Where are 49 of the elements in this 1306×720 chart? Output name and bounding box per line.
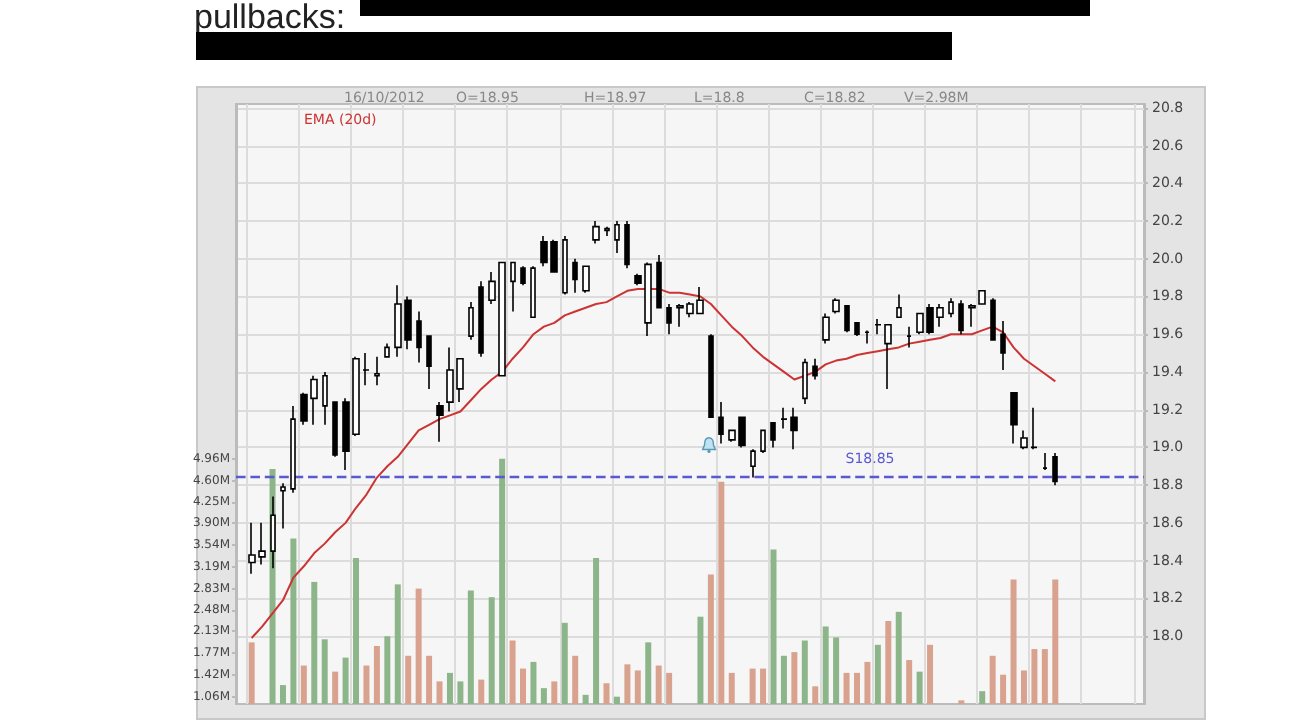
candlestick (990, 297, 996, 341)
candlestick (416, 310, 422, 364)
candlestick (656, 254, 662, 309)
candlestick (906, 325, 912, 349)
candlestick (332, 401, 338, 458)
candlestick (436, 401, 444, 443)
candlestick (708, 333, 714, 419)
candlestick (978, 289, 986, 305)
candlestick (718, 401, 724, 445)
candlestick (614, 220, 620, 254)
candlestick (864, 329, 870, 345)
candlestick (582, 265, 590, 294)
candlestick (624, 220, 630, 269)
candlestick (958, 299, 964, 335)
candlestick (1010, 391, 1018, 445)
candlestick (426, 335, 432, 390)
candlestick (520, 265, 526, 286)
candlestick (384, 342, 390, 358)
candlestick (854, 322, 860, 337)
candlestick (770, 422, 776, 449)
candlestick (374, 356, 380, 386)
candlestick (604, 225, 610, 237)
candlestick (280, 482, 286, 530)
candlestick (1000, 320, 1006, 371)
candlestick (270, 495, 276, 569)
candlestick (478, 280, 484, 358)
candlestick (844, 305, 850, 334)
candlestick (510, 261, 516, 313)
candlestick (1052, 452, 1058, 486)
candlestick (530, 265, 536, 319)
candlestick (896, 293, 902, 319)
candlestick (812, 357, 818, 381)
candlestick (468, 301, 474, 341)
candlestick (760, 429, 766, 454)
text: pullbacks: (194, 0, 346, 36)
candlestick (832, 297, 840, 315)
candlestick (322, 371, 328, 426)
line-series (250, 287, 1057, 639)
candlestick (750, 448, 756, 479)
candlestick (822, 312, 830, 345)
candlestick (1042, 452, 1048, 471)
candlestick (666, 303, 672, 335)
candlestick (592, 220, 600, 245)
candlestick (968, 303, 976, 328)
candlestick (948, 297, 954, 319)
candlestick (562, 235, 568, 296)
candlestick (572, 257, 578, 294)
candlestick (290, 405, 296, 494)
candlestick (802, 357, 808, 405)
